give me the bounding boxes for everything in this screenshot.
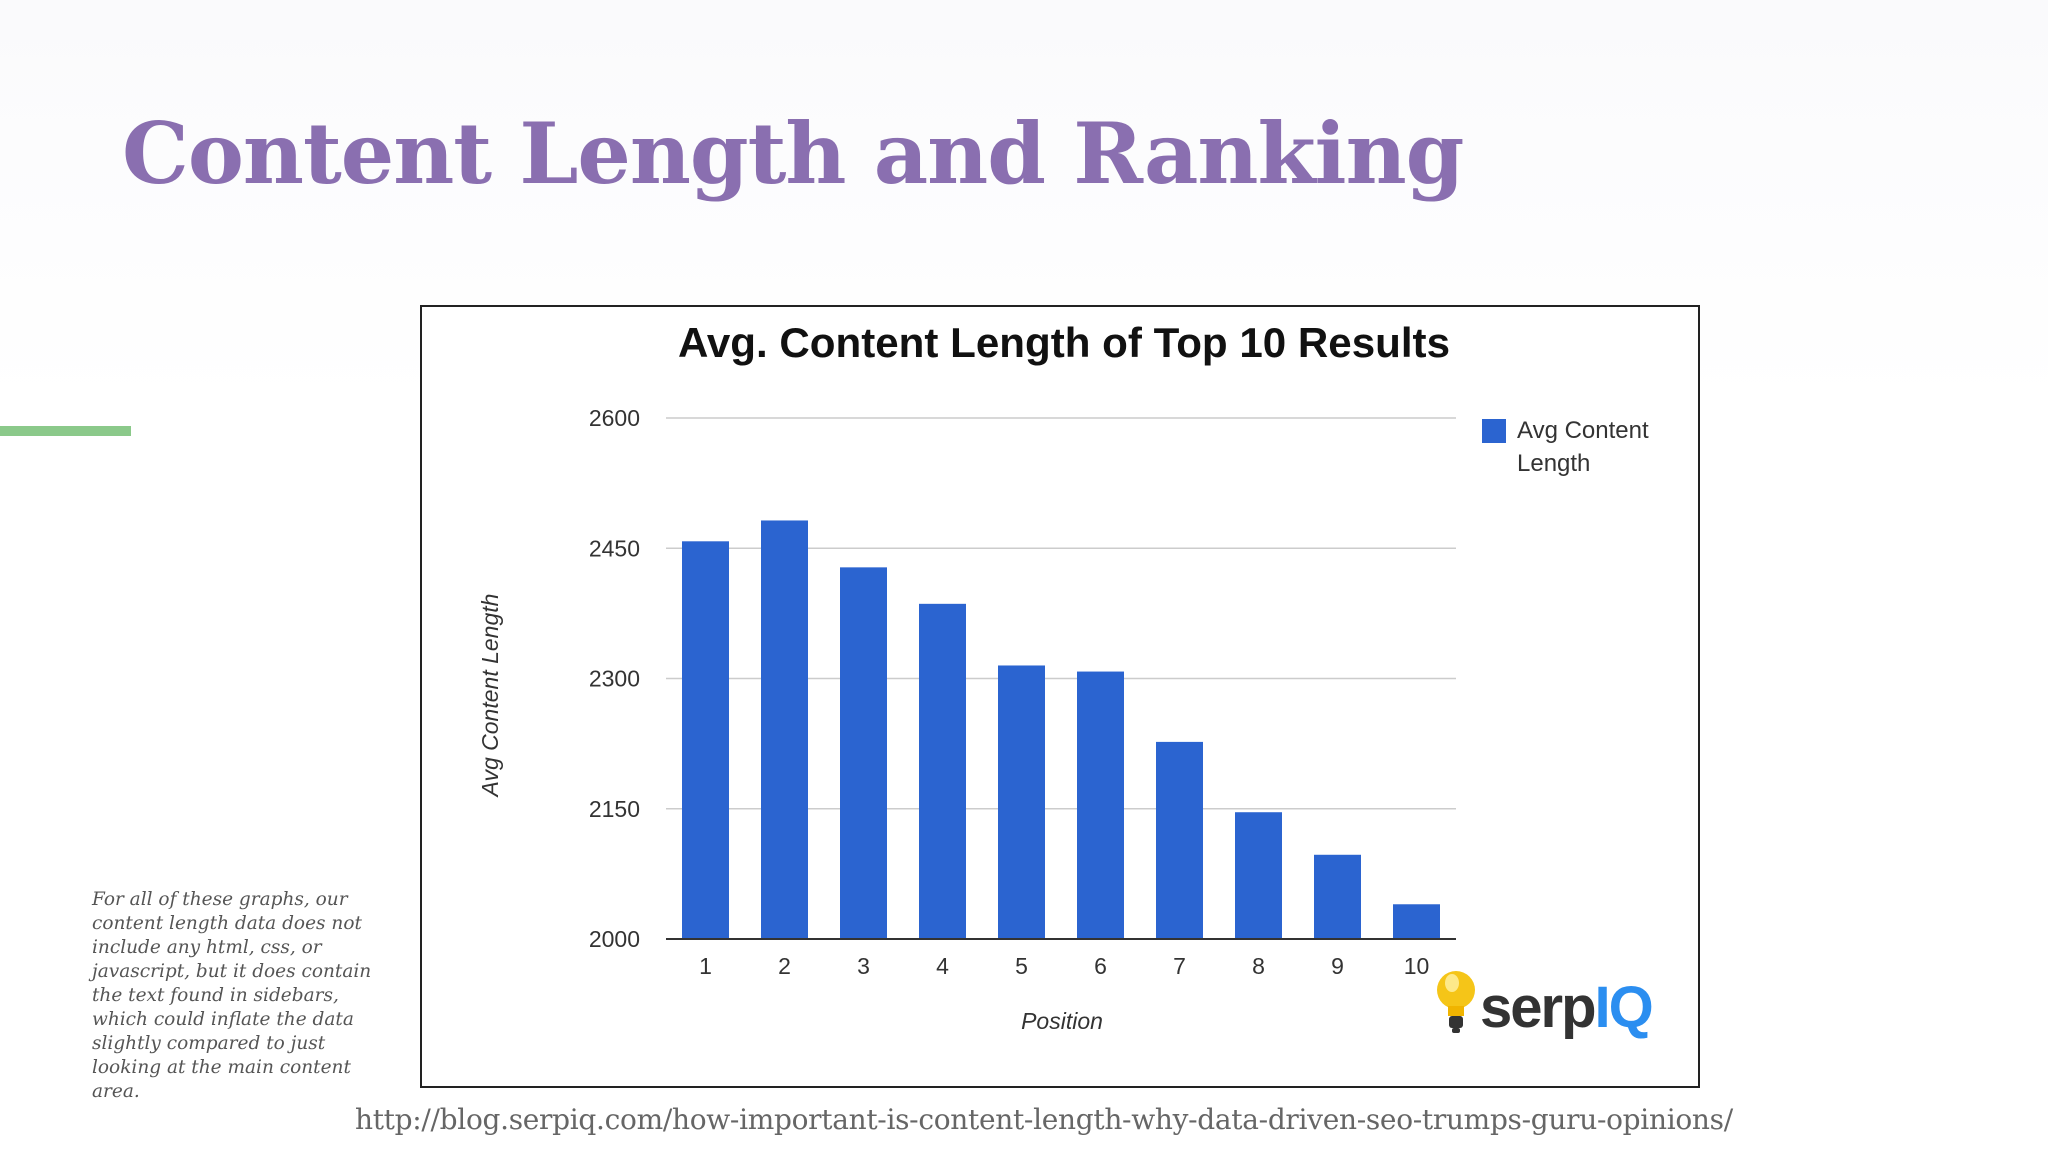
y-tick-label: 2150 xyxy=(589,796,640,822)
x-tick-label: 2 xyxy=(778,953,791,979)
chart-y-tick-labels: 2000 2150 2300 2450 2600 xyxy=(589,405,640,952)
chart-x-axis-label: Position xyxy=(1021,1008,1103,1034)
x-tick-label: 9 xyxy=(1331,953,1344,979)
y-tick-label: 2450 xyxy=(589,535,640,561)
y-tick-label: 2600 xyxy=(589,405,640,431)
bar-position-9 xyxy=(1314,854,1361,939)
bar-chart: Avg. Content Length of Top 10 Results 20… xyxy=(477,319,1655,1040)
logo-serp: serp xyxy=(1480,975,1595,1040)
legend-swatch xyxy=(1482,419,1506,443)
y-tick-label: 2300 xyxy=(589,666,640,692)
legend-label: Avg Content Length xyxy=(1517,417,1655,477)
chart-y-axis-label: Avg Content Length xyxy=(477,594,503,799)
x-tick-label: 8 xyxy=(1252,953,1265,979)
serpiq-logo: serpIQ xyxy=(1437,971,1654,1040)
logo-iq: IQ xyxy=(1595,975,1652,1040)
chart-x-tick-labels: 1 2 3 4 5 6 7 8 9 10 xyxy=(699,953,1429,979)
x-tick-label: 7 xyxy=(1173,953,1186,979)
bar-position-6 xyxy=(1077,671,1124,939)
bar-position-8 xyxy=(1235,812,1282,939)
bar-position-3 xyxy=(840,567,887,939)
bar-position-2 xyxy=(761,520,808,939)
lightbulb-icon xyxy=(1437,971,1475,1033)
chart-legend: Avg Content Length xyxy=(1482,417,1655,477)
chart-bars xyxy=(682,520,1440,939)
bar-position-1 xyxy=(682,541,729,939)
bar-position-4 xyxy=(919,603,966,939)
x-tick-label: 6 xyxy=(1094,953,1107,979)
x-tick-label: 5 xyxy=(1015,953,1028,979)
bar-position-5 xyxy=(998,665,1045,939)
bar-position-7 xyxy=(1156,741,1203,939)
side-note: For all of these graphs, our content len… xyxy=(92,889,372,1102)
x-tick-label: 1 xyxy=(699,953,712,979)
x-tick-label: 4 xyxy=(936,953,949,979)
y-tick-label: 2000 xyxy=(589,926,640,952)
source-link[interactable]: http://blog.serpiq.com/how-important-is-… xyxy=(355,1103,1733,1136)
x-tick-label: 3 xyxy=(857,953,870,979)
slide-title: Content Length and Ranking xyxy=(122,104,1464,203)
logo-wordmark: serpIQ xyxy=(1480,975,1652,1040)
bar-position-10 xyxy=(1393,904,1440,939)
chart-image-frame: Avg. Content Length of Top 10 Results 20… xyxy=(420,305,1700,1088)
x-tick-label: 10 xyxy=(1404,953,1430,979)
accent-bar xyxy=(0,426,131,436)
chart-title: Avg. Content Length of Top 10 Results xyxy=(678,319,1450,366)
